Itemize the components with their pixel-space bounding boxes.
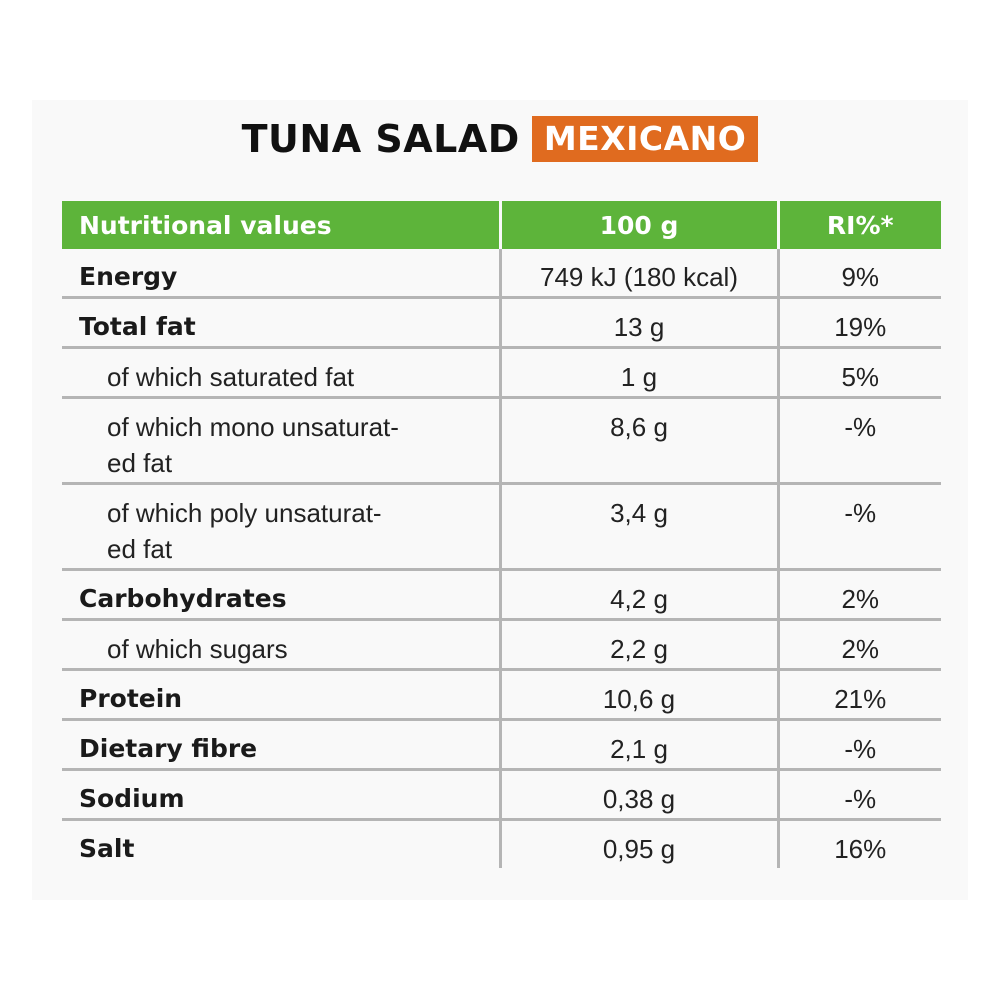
- row-label-continuation: ed fat: [107, 448, 173, 478]
- row-amount: 4,2 g: [610, 584, 668, 614]
- row-ri: -%: [844, 498, 877, 528]
- row-label: Salt: [79, 834, 135, 863]
- row-amount: 13 g: [613, 312, 665, 342]
- row-amount: 10,6 g: [602, 684, 676, 714]
- row-label-wrapped: of which poly unsaturat- ed fat: [107, 485, 499, 567]
- row-label: of which mono unsaturat-: [107, 412, 399, 442]
- table-row: Carbohydrates 4,2 g 2%: [62, 569, 941, 621]
- row-label: Dietary fibre: [79, 734, 258, 763]
- table-header-row: Nutritional values 100 g RI%*: [62, 201, 941, 249]
- row-label: Carbohydrates: [79, 584, 287, 613]
- row-amount: 749 kJ (180 kcal): [540, 262, 738, 292]
- table-row: Salt 0,95 g 16%: [62, 819, 941, 868]
- table-row: of which sugars 2,2 g 2%: [62, 619, 941, 671]
- header-per-100g: 100 g: [500, 201, 780, 249]
- row-amount: 0,38 g: [602, 784, 676, 814]
- row-label: of which poly unsaturat-: [107, 498, 382, 528]
- row-ri: 5%: [841, 362, 880, 392]
- row-ri: -%: [844, 734, 877, 764]
- table-row: of which mono unsaturat- ed fat 8,6 g -%: [62, 397, 941, 485]
- row-label: of which sugars: [107, 634, 288, 664]
- row-amount: 2,1 g: [610, 734, 668, 764]
- table-row: of which poly unsaturat- ed fat 3,4 g -%: [62, 483, 941, 571]
- row-label-wrapped: of which mono unsaturat- ed fat: [107, 399, 499, 481]
- row-ri: -%: [844, 784, 877, 814]
- row-amount: 8,6 g: [610, 412, 668, 442]
- row-amount: 0,95 g: [602, 834, 676, 864]
- table-row: Dietary fibre 2,1 g -%: [62, 719, 941, 771]
- row-ri: 21%: [834, 684, 887, 714]
- row-ri: 2%: [841, 584, 880, 614]
- table-row: Protein 10,6 g 21%: [62, 669, 941, 721]
- table-row: Energy 749 kJ (180 kcal) 9%: [62, 249, 941, 299]
- row-amount: 2,2 g: [610, 634, 668, 664]
- row-label: Total fat: [79, 312, 196, 341]
- product-name: TUNA SALAD: [241, 117, 520, 161]
- row-label: Energy: [79, 262, 178, 291]
- row-label-continuation: ed fat: [107, 534, 173, 564]
- nutrition-table: Nutritional values 100 g RI%* Energy 749…: [62, 201, 941, 868]
- row-ri: 9%: [841, 262, 880, 292]
- header-nutritional-values: Nutritional values: [62, 201, 502, 249]
- row-amount: 1 g: [620, 362, 658, 392]
- header-ri-percent: RI%*: [778, 201, 941, 249]
- row-ri: 16%: [834, 834, 887, 864]
- row-label: Protein: [79, 684, 183, 713]
- table-row: Total fat 13 g 19%: [62, 297, 941, 349]
- table-row: of which saturated fat 1 g 5%: [62, 347, 941, 399]
- row-ri: 2%: [841, 634, 880, 664]
- product-title: TUNA SALAD MEXICANO: [0, 114, 1000, 164]
- row-ri: 19%: [834, 312, 887, 342]
- row-amount: 3,4 g: [610, 498, 668, 528]
- table-row: Sodium 0,38 g -%: [62, 769, 941, 821]
- row-ri: -%: [844, 412, 877, 442]
- variant-badge: MEXICANO: [531, 116, 759, 162]
- row-label: Sodium: [79, 784, 185, 813]
- row-label: of which saturated fat: [107, 362, 355, 392]
